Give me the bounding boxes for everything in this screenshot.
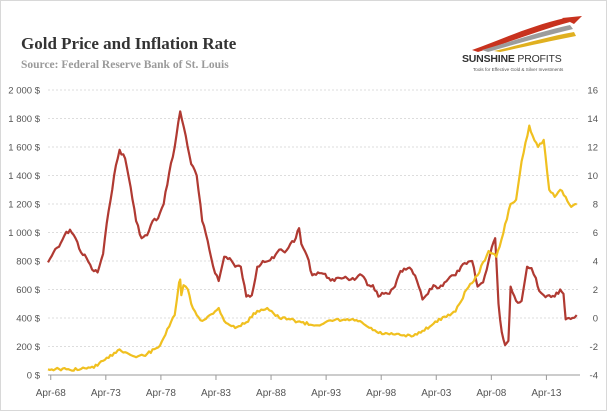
y-left-tick-label: 800 $ bbox=[16, 257, 40, 268]
y-left-tick-label: 1 400 $ bbox=[8, 171, 40, 182]
y-right-tick-label: 2 bbox=[593, 285, 598, 296]
x-tick-label: Apr-93 bbox=[311, 388, 341, 399]
logo-tagline: Tools for Effective Gold & Silver Invest… bbox=[473, 67, 564, 72]
inflation-rate-line bbox=[47, 110, 578, 347]
grid-lines bbox=[48, 89, 580, 347]
gold-price-line bbox=[47, 124, 577, 372]
left-axis-labels: 0 $ 200 $ 400 $ 600 $ 800 $ 1 000 $ 1 200 $ 1 4… bbox=[8, 86, 40, 382]
right-axis-labels: -4 -2 0 2 4 6 8 10 12 14 16 bbox=[587, 86, 598, 382]
x-axis: Apr-68 Apr-73 Apr-78 Apr-83 Apr-88 Apr-93 Apr-… bbox=[36, 374, 580, 399]
y-left-tick-label: 0 $ bbox=[27, 371, 41, 382]
x-tick-label: Apr-78 bbox=[146, 388, 176, 399]
x-tick-label: Apr-73 bbox=[91, 388, 121, 399]
y-right-tick-label: 8 bbox=[593, 200, 598, 211]
x-tick-label: Apr-98 bbox=[366, 388, 396, 399]
y-left-tick-label: 400 $ bbox=[16, 314, 40, 325]
y-left-tick-label: 600 $ bbox=[16, 285, 40, 296]
y-left-tick-label: 200 $ bbox=[16, 342, 40, 353]
y-left-tick-label: 1 200 $ bbox=[8, 200, 40, 211]
y-right-tick-label: 14 bbox=[587, 114, 598, 125]
y-left-tick-label: 1 600 $ bbox=[8, 143, 40, 154]
sunburst-logo-icon bbox=[472, 16, 582, 52]
x-tick-label: Apr-68 bbox=[36, 388, 66, 399]
y-right-tick-label: 10 bbox=[587, 171, 598, 182]
y-left-tick-label: 1 000 $ bbox=[8, 228, 40, 239]
x-tick-label: Apr-08 bbox=[476, 388, 506, 399]
x-tick-label: Apr-03 bbox=[421, 388, 451, 399]
sunshine-profits-logo: SUNSHINE PROFITS Tools for Effective Gol… bbox=[462, 16, 597, 76]
y-right-tick-label: 4 bbox=[593, 257, 598, 268]
y-right-tick-label: 6 bbox=[593, 228, 598, 239]
y-left-tick-label: 2 000 $ bbox=[8, 86, 40, 97]
y-left-tick-label: 1 800 $ bbox=[8, 114, 40, 125]
chart-title: Gold Price and Inflation Rate bbox=[21, 34, 237, 53]
y-right-tick-label: 16 bbox=[587, 86, 598, 97]
y-right-tick-label: -4 bbox=[590, 371, 598, 382]
y-right-tick-label: -2 bbox=[590, 342, 598, 353]
y-right-tick-label: 0 bbox=[593, 314, 598, 325]
chart-subtitle: Source: Federal Reserve Bank of St. Loui… bbox=[21, 59, 229, 71]
x-tick-label: Apr-88 bbox=[256, 388, 286, 399]
x-tick-label: Apr-13 bbox=[531, 388, 561, 399]
y-right-tick-label: 12 bbox=[587, 143, 598, 154]
x-tick-label: Apr-83 bbox=[201, 388, 231, 399]
logo-name: SUNSHINE PROFITS bbox=[462, 53, 562, 65]
series-lines bbox=[47, 110, 578, 372]
